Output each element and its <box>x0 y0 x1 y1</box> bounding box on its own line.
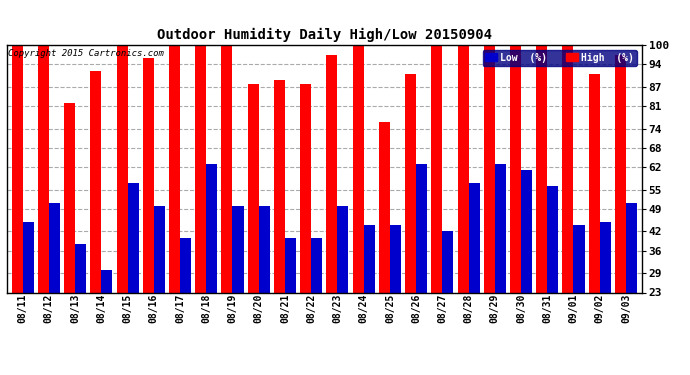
Bar <box>300 84 311 366</box>
Bar <box>12 45 23 366</box>
Bar <box>457 45 469 366</box>
Bar <box>547 186 558 366</box>
Bar <box>353 45 364 366</box>
Bar <box>180 238 191 366</box>
Bar <box>364 225 375 366</box>
Bar <box>337 206 348 366</box>
Bar <box>75 244 86 366</box>
Bar <box>38 45 49 366</box>
Bar <box>248 84 259 366</box>
Bar <box>233 206 244 366</box>
Bar <box>143 58 154 366</box>
Bar <box>311 238 322 366</box>
Title: Outdoor Humidity Daily High/Low 20150904: Outdoor Humidity Daily High/Low 20150904 <box>157 28 492 42</box>
Bar <box>484 45 495 366</box>
Bar <box>510 45 521 366</box>
Bar <box>536 45 547 366</box>
Bar <box>469 183 480 366</box>
Bar <box>195 45 206 366</box>
Bar <box>562 45 573 366</box>
Bar <box>431 45 442 366</box>
Bar <box>626 202 637 366</box>
Bar <box>521 170 532 366</box>
Bar <box>274 80 285 366</box>
Bar <box>285 238 296 366</box>
Bar <box>64 103 75 366</box>
Bar <box>117 45 128 366</box>
Bar <box>573 225 584 366</box>
Bar <box>615 55 626 366</box>
Text: Copyright 2015 Cartronics.com: Copyright 2015 Cartronics.com <box>8 49 164 58</box>
Bar <box>221 45 233 366</box>
Bar <box>405 74 416 366</box>
Bar <box>495 164 506 366</box>
Bar <box>259 206 270 366</box>
Bar <box>154 206 165 366</box>
Bar <box>23 222 34 366</box>
Bar <box>390 225 401 366</box>
Bar <box>442 231 453 366</box>
Bar <box>416 164 427 366</box>
Bar <box>326 55 337 366</box>
Legend: Low  (%), High  (%): Low (%), High (%) <box>482 50 637 66</box>
Bar <box>101 270 112 366</box>
Bar <box>169 45 180 366</box>
Bar <box>90 71 101 366</box>
Bar <box>206 164 217 366</box>
Bar <box>128 183 139 366</box>
Bar <box>49 202 60 366</box>
Bar <box>379 122 390 366</box>
Bar <box>600 222 611 366</box>
Bar <box>589 74 600 366</box>
